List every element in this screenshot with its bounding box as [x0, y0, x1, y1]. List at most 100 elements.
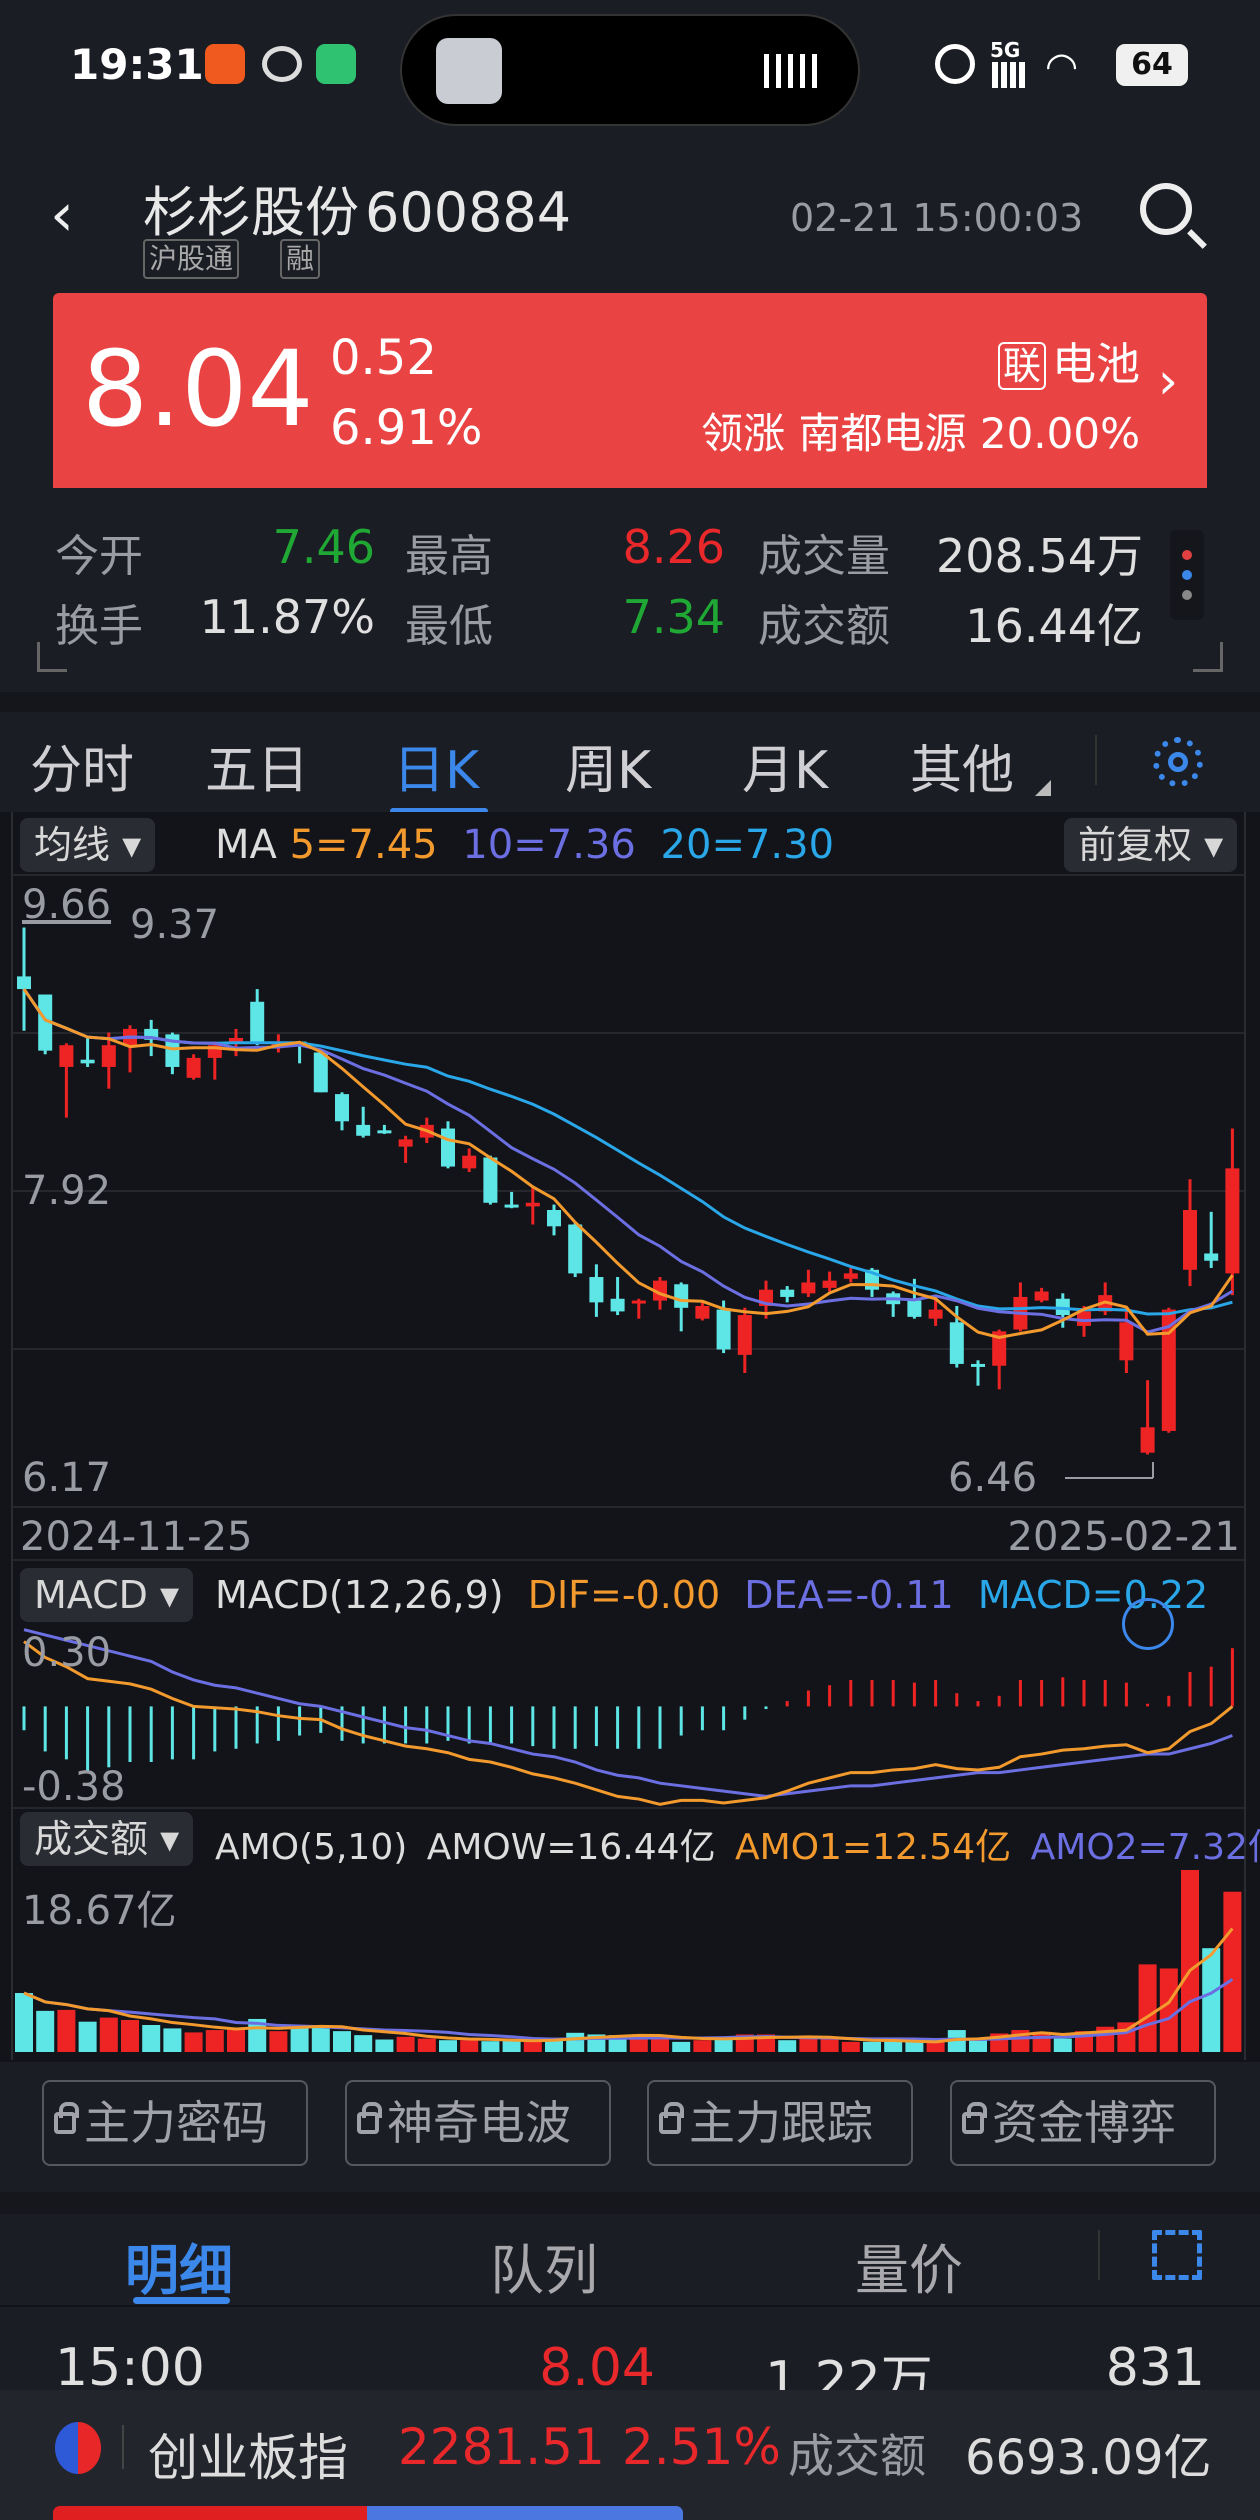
y-axis-mid: 7.92: [22, 1168, 112, 1214]
sector-leader: 领涨 南都电源 20.00%: [701, 400, 1140, 461]
tab-separator: [1098, 2230, 1100, 2280]
quote-card[interactable]: [53, 293, 1207, 488]
amo-legend: AMO(5,10) AMOW=16.44亿 AMO1=12.54亿 AMO2=7…: [215, 1818, 1260, 1870]
candle-up: [1077, 1311, 1091, 1326]
kline-chart-area[interactable]: [0, 812, 1260, 2062]
expand-corner-left[interactable]: [37, 642, 67, 672]
tab-period-0[interactable]: 分时: [30, 741, 135, 801]
dot-gray: [1182, 590, 1192, 600]
amount-selector[interactable]: 成交额 ▾: [20, 1812, 194, 1866]
macd-value: MACD=0.22: [977, 1573, 1209, 1617]
search-icon[interactable]: [1140, 183, 1192, 235]
amount-bar: [672, 2041, 691, 2052]
sector-link[interactable]: 联电池: [997, 328, 1140, 392]
candle-down: [144, 1028, 159, 1040]
tool-button-main-force-code[interactable]: 主力密码: [42, 2080, 308, 2166]
candle-down: [971, 1363, 985, 1367]
tab-period-3[interactable]: 周K: [565, 741, 652, 801]
candle-down: [610, 1298, 625, 1312]
indicator-selector[interactable]: MACD ▾: [20, 1568, 194, 1622]
candle-up: [843, 1273, 858, 1279]
tool-button-magic-wave[interactable]: 神奇电波: [345, 2080, 611, 2166]
lock-icon: [54, 2101, 79, 2134]
ma10-value: 10=7.36: [462, 822, 636, 868]
tab-queue[interactable]: 队列: [490, 2239, 598, 2302]
ma-selector[interactable]: 均线 ▾: [20, 818, 156, 872]
ma5-value: 5=7.45: [289, 822, 438, 868]
gear-icon[interactable]: [1153, 737, 1203, 787]
dynamic-island: [400, 14, 860, 126]
index-value: 2281.51: [398, 2418, 605, 2476]
amount-bar: [481, 2041, 500, 2052]
tab-period-2[interactable]: 日K: [393, 741, 480, 801]
candle-up: [737, 1315, 752, 1355]
chevron-right-icon[interactable]: ›: [1158, 352, 1178, 410]
amo2-value: AMO2=7.32亿: [1030, 1827, 1260, 1868]
network-label: 5G: [990, 38, 1021, 62]
volume-label: 成交量: [758, 531, 890, 582]
candle-down: [313, 1052, 328, 1093]
ma-selector-label: 均线: [34, 823, 111, 867]
tab-volume-price[interactable]: 量价: [855, 2239, 963, 2302]
price-change-pct: 6.91%: [330, 400, 483, 456]
section-divider: [0, 2192, 1260, 2214]
status-time: 19:31: [70, 40, 204, 89]
trade-price: 8.04: [539, 2338, 655, 2398]
tab-separator: [1095, 735, 1097, 785]
macd-axis-min: -0.38: [22, 1764, 126, 1810]
candle-up: [59, 1045, 74, 1067]
low-marker-label: 6.46: [948, 1455, 1038, 1501]
candle-down: [907, 1300, 922, 1317]
battery-indicator: 64: [1116, 44, 1188, 86]
indicator-label: MACD: [34, 1573, 148, 1617]
y-axis-max: 9.66: [22, 882, 112, 928]
zoom-chart-icon[interactable]: [1122, 1598, 1174, 1650]
ma20-value: 20=7.30: [660, 822, 835, 868]
tab-detail[interactable]: 明细: [125, 2239, 233, 2302]
ma-label: MA: [215, 822, 277, 868]
amount-bar: [269, 2031, 288, 2052]
amount-bar: [714, 2036, 733, 2052]
tab-period-5[interactable]: 其他: [910, 741, 1015, 801]
tool-label: 主力密码: [84, 2096, 268, 2150]
low-value: 7.34: [622, 590, 725, 644]
candle-down: [568, 1224, 583, 1274]
candle-down: [674, 1284, 689, 1308]
page-dots[interactable]: [1170, 530, 1204, 620]
amount-bar: [36, 2010, 55, 2052]
amount-bar: [333, 2031, 351, 2052]
detail-divider: [0, 2305, 1260, 2307]
index-amount: 6693.09亿: [965, 2430, 1212, 2486]
tool-button-main-force-tracking[interactable]: 主力跟踪: [647, 2080, 913, 2166]
back-button[interactable]: ‹: [50, 180, 74, 250]
expand-icon[interactable]: [1152, 2230, 1202, 2280]
candle-up: [928, 1309, 943, 1319]
stock-name-text: 杉杉股份: [143, 181, 359, 244]
amo2-line: [23, 1978, 1234, 2042]
stock-code: 600884: [365, 181, 572, 244]
amount-selector-label: 成交额: [34, 1817, 149, 1861]
candle-down: [356, 1124, 371, 1136]
album-art-icon: [436, 38, 502, 104]
candle-down: [250, 1001, 265, 1044]
candle-up: [525, 1202, 540, 1207]
amount-bar: [417, 2038, 436, 2052]
last-price: 8.04: [82, 328, 314, 450]
candle-up: [462, 1155, 477, 1169]
tab-period-1[interactable]: 五日: [205, 741, 310, 801]
tool-button-capital-game[interactable]: 资金博弈: [950, 2080, 1216, 2166]
index-logo-icon: [55, 2422, 101, 2474]
tab-period-4[interactable]: 月K: [742, 741, 829, 801]
candle-up: [229, 1037, 243, 1042]
index-ticker-bar[interactable]: [0, 2390, 1260, 2520]
adjust-selector[interactable]: 前复权 ▾: [1064, 818, 1238, 872]
section-divider: [0, 692, 1260, 712]
amount-bar: [375, 2039, 394, 2052]
wifi-icon: ◠: [1045, 44, 1079, 88]
expand-corner-right[interactable]: [1193, 642, 1223, 672]
volume-value: 208.54万: [936, 529, 1143, 583]
trade-count: 831: [1105, 2338, 1205, 2398]
amount-bar: [969, 2038, 987, 2052]
signal-icon: [992, 62, 1026, 88]
